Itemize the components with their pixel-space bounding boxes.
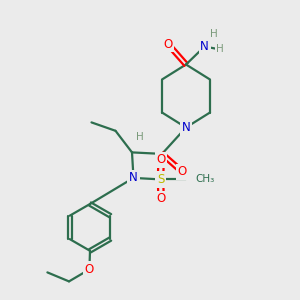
- Text: H: H: [216, 44, 224, 55]
- Text: CH₃: CH₃: [195, 174, 214, 184]
- Text: N: N: [129, 171, 138, 184]
- Text: O: O: [157, 192, 166, 206]
- Text: O: O: [164, 38, 172, 51]
- Text: H: H: [210, 29, 218, 39]
- Text: N: N: [200, 40, 209, 53]
- Text: N: N: [182, 121, 190, 134]
- Text: S: S: [157, 173, 164, 186]
- Text: O: O: [178, 165, 187, 178]
- Text: H: H: [136, 132, 143, 142]
- Text: O: O: [157, 153, 166, 167]
- Text: O: O: [85, 263, 94, 276]
